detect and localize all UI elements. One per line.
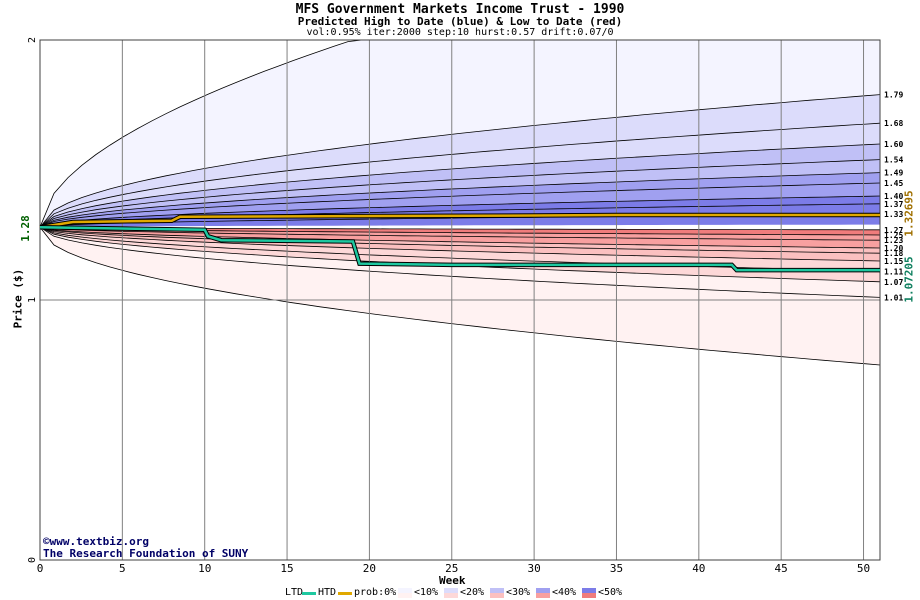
high-band-q50	[40, 172, 880, 228]
right-label-2: 1.60	[884, 140, 903, 149]
right-label-1: 1.68	[884, 119, 903, 128]
chart-params: vol:0.95% iter:2000 step:10 hurst:0.57 d…	[306, 27, 614, 38]
high-band-q80	[40, 123, 880, 228]
band-boundary-19	[39, 226, 881, 366]
x-tick-label-5: 5	[119, 562, 126, 575]
high-band-q10	[40, 214, 880, 228]
legend-swatch-1	[444, 588, 458, 598]
series-lines	[39, 212, 880, 273]
x-tick-label-10: 10	[198, 562, 211, 575]
low-band-q60	[40, 227, 880, 261]
x-tick-label-25: 25	[445, 562, 458, 575]
legend-prob-label: prob:0%	[354, 587, 397, 598]
high-band-outer	[40, 40, 880, 228]
probability-bands	[39, 39, 881, 366]
y-tick-label-1: 1	[27, 297, 38, 303]
plot-frame	[39, 39, 881, 561]
band-boundary-5	[39, 172, 881, 228]
band-boundary-4	[39, 159, 881, 228]
x-tick-label-45: 45	[775, 562, 788, 575]
high-band-q90	[40, 94, 880, 228]
legend-ltd-label: LTD	[285, 587, 304, 598]
band-boundary-18	[39, 226, 881, 298]
right-label-8: 1.33	[884, 210, 903, 219]
band-boundary-2	[39, 122, 881, 228]
credit-url: ©www.textbiz.org	[43, 535, 149, 548]
right-label-14: 1.15	[884, 257, 903, 266]
legend-swatch-4	[582, 588, 596, 598]
legend-item-label-0: <10%	[414, 587, 439, 598]
x-tick-label-0: 0	[37, 562, 44, 575]
legend-htd-label: HTD	[318, 587, 337, 598]
low-band-q30	[40, 227, 880, 241]
right-label-12: 1.20	[884, 244, 903, 253]
legend-swatch-0	[398, 588, 412, 598]
legend-item-label-2: <30%	[506, 587, 531, 598]
band-boundary-3	[39, 143, 881, 228]
right-label-7: 1.37	[884, 200, 903, 209]
htd-value-label: 1.32695	[902, 190, 916, 237]
low-band-q90	[40, 227, 880, 298]
right-label-4: 1.49	[884, 169, 903, 178]
band-boundary-1	[39, 94, 881, 228]
x-tick-label-30: 30	[527, 562, 540, 575]
credit-org: The Research Foundation of SUNY	[43, 547, 249, 560]
band-boundary-7	[39, 195, 881, 228]
high-band-q60	[40, 159, 880, 228]
y-tick-label-0: 0	[27, 557, 38, 563]
right-label-17: 1.01	[884, 293, 903, 302]
series-line-htd	[39, 213, 880, 229]
chart-subtitle: Predicted High to Date (blue) & Low to D…	[297, 15, 623, 28]
x-tick-label-50: 50	[857, 562, 870, 575]
right-label-9: 1.27	[884, 226, 903, 235]
legend-ltd-swatch	[302, 592, 316, 595]
x-tick-label-35: 35	[610, 562, 623, 575]
x-tick-label-20: 20	[363, 562, 376, 575]
right-label-3: 1.54	[884, 156, 903, 165]
right-label-5: 1.45	[884, 179, 903, 188]
right-label-11: 1.23	[884, 236, 903, 245]
legend-swatch-3	[536, 588, 550, 598]
low-band-q40	[40, 227, 880, 248]
y-axis-label: Price ($)	[11, 268, 25, 329]
x-axis-label: Week	[439, 574, 466, 587]
band-boundary-14	[39, 226, 881, 254]
legend: LTD HTD prob:0% <10% <20% <30% <40% <50%	[0, 587, 920, 600]
chart-title: MFS Government Markets Income Trust - 19…	[295, 2, 625, 17]
band-boundary-15	[39, 226, 881, 262]
band-boundary-13	[39, 226, 881, 249]
x-tick-label-15: 15	[280, 562, 293, 575]
band-boundary-12	[39, 226, 881, 241]
low-band-q20	[40, 227, 880, 235]
grid-lines	[39, 39, 881, 561]
legend-item-label-1: <20%	[460, 587, 485, 598]
band-boundary-16	[39, 226, 881, 272]
series-line-ltd	[39, 225, 880, 272]
x-tick-label-40: 40	[692, 562, 705, 575]
legend-item-label-4: <50%	[598, 587, 623, 598]
right-label-15: 1.11	[884, 267, 903, 276]
low-band-q80	[40, 227, 880, 282]
band-boundary-6	[39, 182, 881, 228]
right-label-6: 1.40	[884, 192, 903, 201]
right-quantile-labels: 1.79 1.68 1.60 1.54 1.491.45 1.401.371.33 1.27…	[884, 91, 903, 303]
right-label-13: 1.18	[884, 249, 903, 258]
ltd-value-label: 1.07205	[902, 256, 916, 303]
legend-htd-swatch	[338, 592, 352, 595]
low-band-q50	[40, 227, 880, 254]
right-label-16: 1.07	[884, 278, 903, 287]
axis-ticks: 0 5 10 15 20 25 30 35 40 45 50 0 1 2	[27, 37, 870, 575]
y-tick-label-2: 2	[27, 37, 38, 43]
right-label-0: 1.79	[884, 91, 903, 100]
low-band-outer	[40, 227, 880, 365]
legend-item-label-3: <40%	[552, 587, 577, 598]
low-band-q70	[40, 227, 880, 272]
high-band-q30	[40, 196, 880, 228]
legend-swatch-2	[490, 588, 504, 598]
high-band-q70	[40, 144, 880, 228]
right-label-10: 1.25	[884, 231, 903, 240]
start-price-label: 1.28	[18, 215, 32, 242]
